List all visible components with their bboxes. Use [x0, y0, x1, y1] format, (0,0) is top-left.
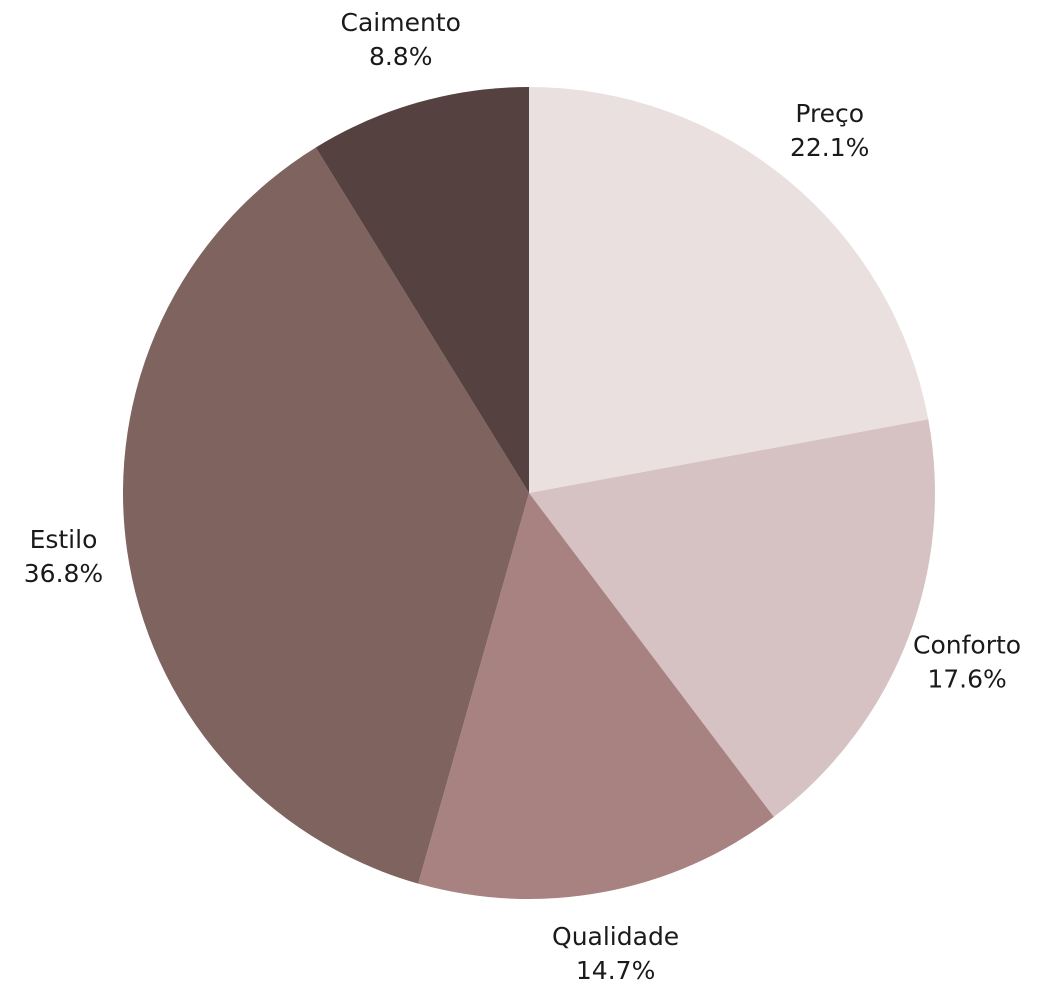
slice-value-preco: 22.1%	[790, 133, 869, 162]
slice-value-qualidade: 14.7%	[576, 956, 655, 985]
slice-value-estilo: 36.8%	[24, 559, 103, 588]
slice-label-caimento: Caimento	[341, 8, 461, 37]
pie-slice-caimento	[315, 87, 529, 493]
pie-slice-conforto	[529, 419, 936, 817]
slice-value-conforto: 17.6%	[927, 664, 1006, 693]
pie-labels: Preço 22.1% Conforto 17.6% Qualidade 14.7% Est…	[24, 8, 1021, 985]
slice-label-conforto: Conforto	[913, 630, 1021, 659]
slice-label-preco: Preço	[795, 99, 864, 128]
pie-slice-qualidade	[418, 493, 774, 899]
slice-label-estilo: Estilo	[30, 525, 98, 554]
slice-value-caimento: 8.8%	[369, 42, 433, 71]
slice-label-qualidade: Qualidade	[552, 922, 679, 951]
pie-slice-preco	[529, 87, 929, 493]
pie-slices	[123, 87, 936, 899]
pie-slice-estilo	[123, 147, 529, 884]
